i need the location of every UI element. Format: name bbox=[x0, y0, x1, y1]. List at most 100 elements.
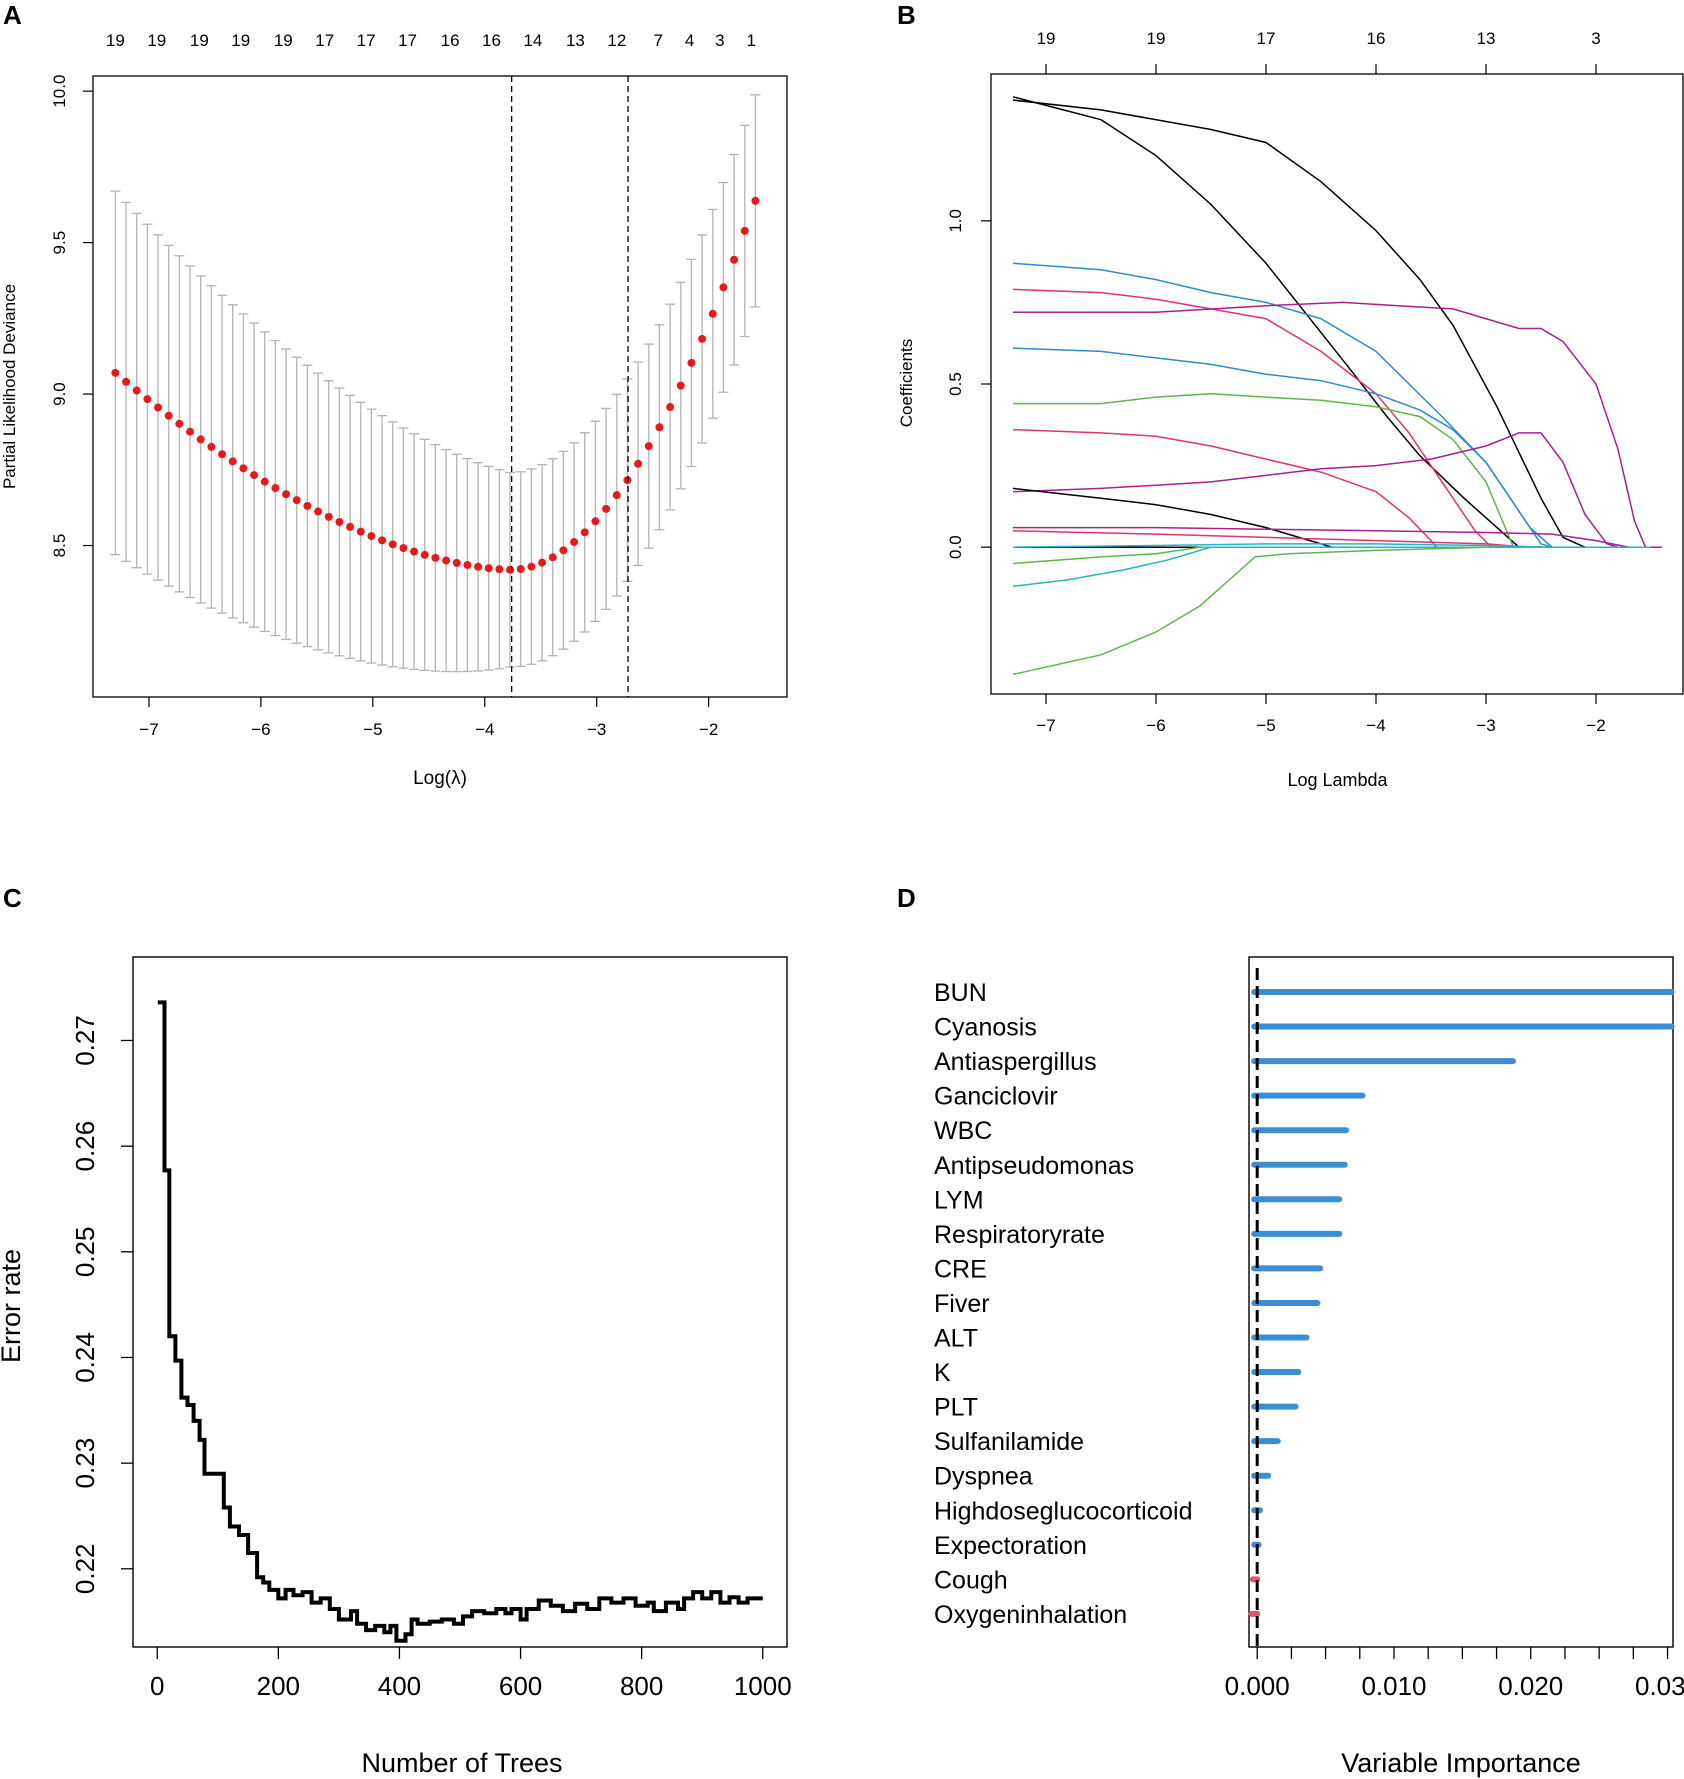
x-tick-label: −5 bbox=[363, 720, 382, 739]
variable-label: Expectoration bbox=[934, 1532, 1087, 1560]
y-tick-label: 0.5 bbox=[946, 372, 965, 396]
variable-label: Cyanosis bbox=[934, 1014, 1037, 1042]
cv-point bbox=[410, 547, 419, 556]
cv-point bbox=[463, 561, 472, 570]
cv-point bbox=[335, 518, 344, 527]
cv-point bbox=[356, 527, 365, 536]
cv-point bbox=[186, 427, 195, 436]
cv-point bbox=[666, 403, 675, 412]
cv-point bbox=[271, 484, 280, 493]
cv-point bbox=[420, 550, 429, 559]
top-tick-label: 13 bbox=[1477, 29, 1496, 48]
cv-point bbox=[164, 411, 173, 420]
panel-label-d: D bbox=[897, 883, 916, 913]
cv-point bbox=[751, 196, 760, 205]
cv-point bbox=[580, 528, 589, 537]
x-tick-label: −3 bbox=[587, 720, 606, 739]
coefficient-path bbox=[1012, 530, 1651, 548]
x-tick-label: −6 bbox=[251, 720, 270, 739]
top-tick-label: 14 bbox=[523, 31, 542, 50]
y-tick-label: 0.25 bbox=[70, 1227, 100, 1278]
cv-point bbox=[634, 459, 643, 468]
variable-label: WBC bbox=[934, 1117, 992, 1145]
x-tick-label: 400 bbox=[378, 1671, 421, 1701]
cv-point bbox=[239, 464, 248, 473]
cv-point bbox=[292, 496, 301, 505]
variable-label: Sulfanilamide bbox=[934, 1428, 1084, 1456]
variable-label: PLT bbox=[934, 1394, 978, 1422]
coefficient-path bbox=[1012, 99, 1651, 548]
variable-label: Antipseudomonas bbox=[934, 1152, 1134, 1180]
top-tick-label: 17 bbox=[357, 31, 376, 50]
cv-point bbox=[196, 435, 205, 444]
coefficient-path bbox=[1012, 288, 1651, 548]
cv-point bbox=[282, 490, 291, 499]
top-tick-label: 19 bbox=[190, 31, 209, 50]
x-tick-label: −4 bbox=[475, 720, 494, 739]
y-tick-label: 0.23 bbox=[70, 1438, 100, 1489]
y-tick-label: 0.26 bbox=[70, 1121, 100, 1172]
y-axis-title: Error rate bbox=[0, 1249, 26, 1363]
plot-frame bbox=[132, 956, 788, 1648]
x-tick-label: 1000 bbox=[734, 1671, 792, 1701]
coefficient-path bbox=[1012, 347, 1651, 548]
cv-point bbox=[314, 507, 323, 516]
top-tick-label: 19 bbox=[147, 31, 166, 50]
cv-point bbox=[442, 556, 451, 565]
variable-label: CRE bbox=[934, 1255, 987, 1283]
cv-point bbox=[207, 442, 216, 451]
variable-label: Fiver bbox=[934, 1290, 990, 1318]
x-tick-label: 600 bbox=[499, 1671, 542, 1701]
cv-point bbox=[228, 457, 237, 466]
cv-point bbox=[719, 283, 728, 292]
cv-point bbox=[548, 553, 557, 562]
cv-point bbox=[687, 358, 696, 367]
x-tick-label: −3 bbox=[1476, 716, 1495, 735]
cv-point bbox=[388, 540, 397, 549]
x-tick-label: −5 bbox=[1256, 716, 1275, 735]
x-tick-label: 0.020 bbox=[1498, 1671, 1563, 1701]
y-tick-label: 0.22 bbox=[70, 1544, 100, 1595]
cv-point bbox=[538, 558, 547, 567]
cv-point bbox=[367, 532, 376, 541]
y-tick-label: 8.5 bbox=[50, 534, 69, 558]
y-axis-title: Coefficients bbox=[897, 339, 916, 428]
cv-point bbox=[122, 377, 131, 386]
cv-point bbox=[676, 381, 685, 390]
cv-point bbox=[346, 522, 355, 531]
cv-point bbox=[570, 538, 579, 547]
x-tick-label: 800 bbox=[620, 1671, 663, 1701]
variable-label: BUN bbox=[934, 979, 987, 1007]
top-tick-label: 16 bbox=[1367, 29, 1386, 48]
plot-frame bbox=[1248, 956, 1674, 1648]
cv-point bbox=[431, 553, 440, 562]
top-tick-label: 19 bbox=[1037, 29, 1056, 48]
x-tick-label: 0 bbox=[150, 1671, 164, 1701]
top-tick-label: 16 bbox=[441, 31, 460, 50]
variable-label: Oxygeninhalation bbox=[934, 1601, 1127, 1629]
cv-point bbox=[143, 395, 152, 404]
cv-point bbox=[111, 368, 120, 377]
coefficient-path bbox=[1012, 432, 1651, 548]
top-tick-label: 3 bbox=[715, 31, 724, 50]
top-tick-label: 1 bbox=[746, 31, 755, 50]
coefficient-path bbox=[1012, 96, 1651, 548]
cv-point bbox=[260, 477, 269, 486]
variable-label: LYM bbox=[934, 1186, 984, 1214]
x-tick-label: −7 bbox=[139, 720, 158, 739]
coefficient-path bbox=[1013, 393, 1651, 548]
variable-label: ALT bbox=[934, 1325, 978, 1353]
coefficient-path bbox=[1012, 546, 1651, 588]
y-tick-label: 9.5 bbox=[50, 231, 69, 255]
cv-point bbox=[303, 501, 312, 510]
cv-point bbox=[698, 334, 707, 343]
errorbar-group bbox=[110, 94, 761, 673]
x-tick-label: −2 bbox=[699, 720, 718, 739]
top-tick-label: 4 bbox=[685, 31, 694, 50]
cv-point bbox=[132, 386, 141, 395]
top-tick-label: 19 bbox=[274, 31, 293, 50]
error-rate-line bbox=[157, 1000, 763, 1643]
variable-label: Antiaspergillus bbox=[934, 1048, 1097, 1076]
x-tick-label: −7 bbox=[1036, 716, 1055, 735]
y-tick-label: 0.24 bbox=[70, 1332, 100, 1383]
